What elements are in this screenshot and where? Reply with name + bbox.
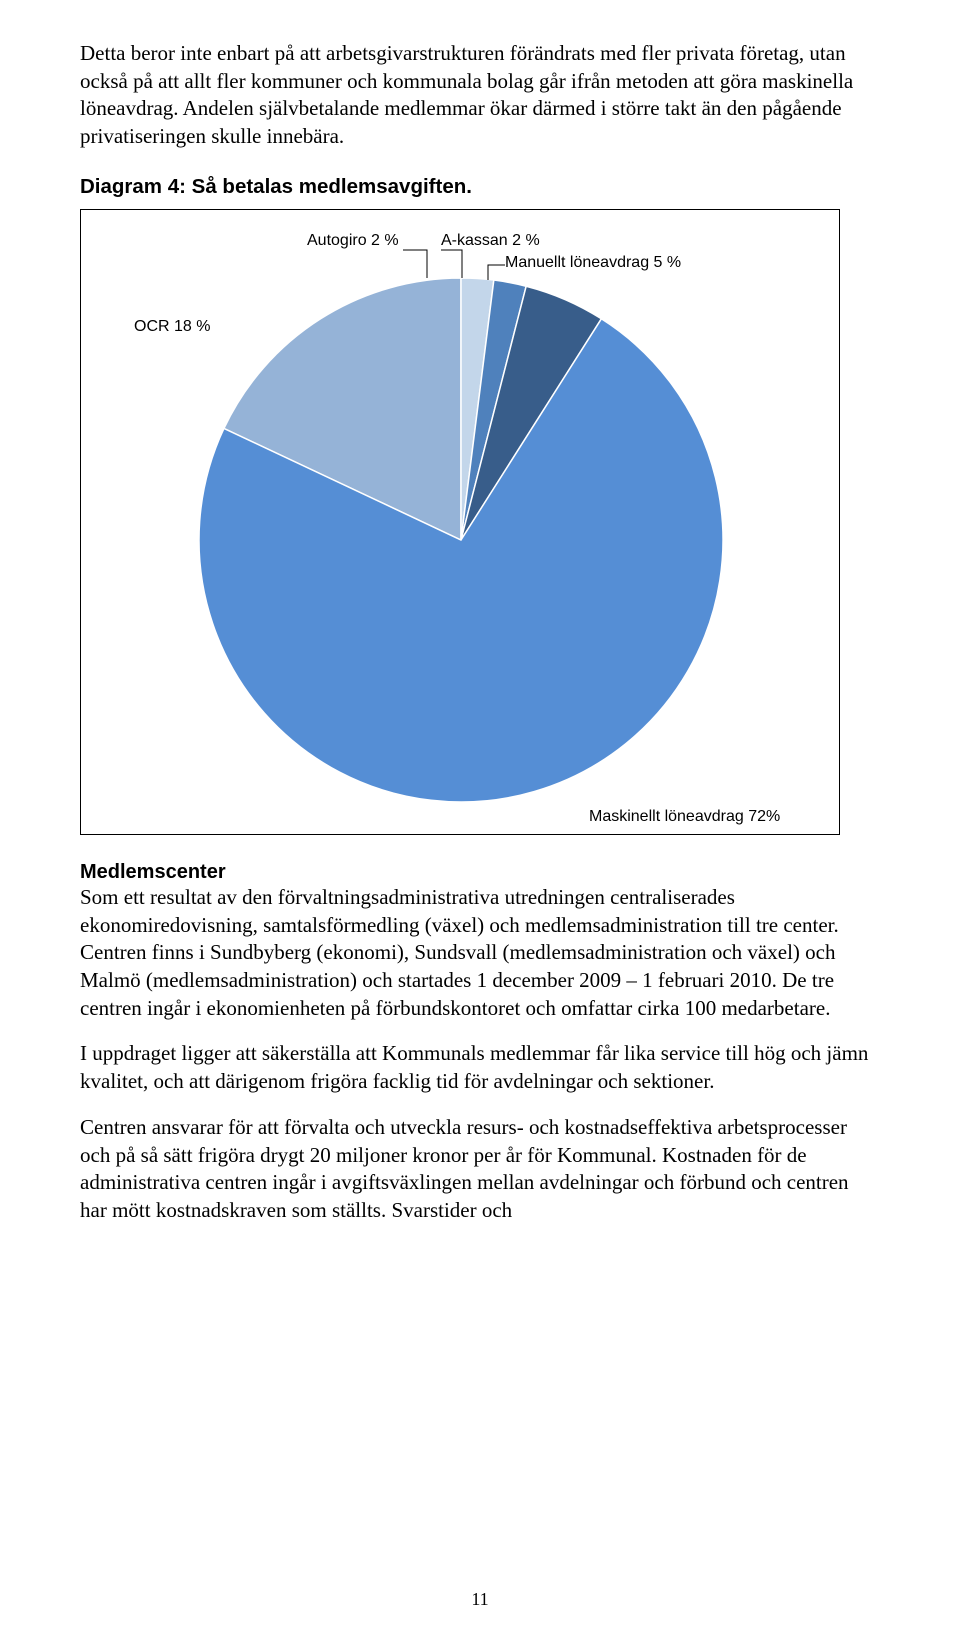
diagram-heading: Diagram 4: Så betalas medlemsavgiften. [80, 175, 880, 199]
pie-slice-label: A-kassan 2 % [441, 232, 540, 250]
medlemscenter-heading: Medlemscenter [80, 861, 880, 884]
page-number: 11 [0, 1589, 960, 1610]
document-page: Detta beror inte enbart på att arbetsgiv… [0, 0, 960, 1638]
medlemscenter-p2: I uppdraget ligger att säkerställa att K… [80, 1040, 880, 1095]
medlemscenter-p1: Som ett resultat av den förvaltningsadmi… [80, 884, 880, 1023]
leader-line [403, 250, 427, 278]
pie-slice-label: Manuellt löneavdrag 5 % [505, 254, 681, 272]
leader-line [488, 265, 505, 280]
pie-chart-svg [81, 210, 841, 836]
pie-slice-label: Autogiro 2 % [307, 232, 399, 250]
pie-slice-label: Maskinellt löneavdrag 72% [589, 808, 780, 826]
medlemscenter-p3: Centren ansvarar för att förvalta och ut… [80, 1114, 880, 1225]
intro-paragraph: Detta beror inte enbart på att arbetsgiv… [80, 40, 880, 151]
pie-slice-label: OCR 18 % [134, 318, 210, 336]
pie-chart: OCR 18 % Autogiro 2 % A-kassan 2 % Manuellt… [80, 209, 840, 835]
leader-line [441, 250, 462, 278]
